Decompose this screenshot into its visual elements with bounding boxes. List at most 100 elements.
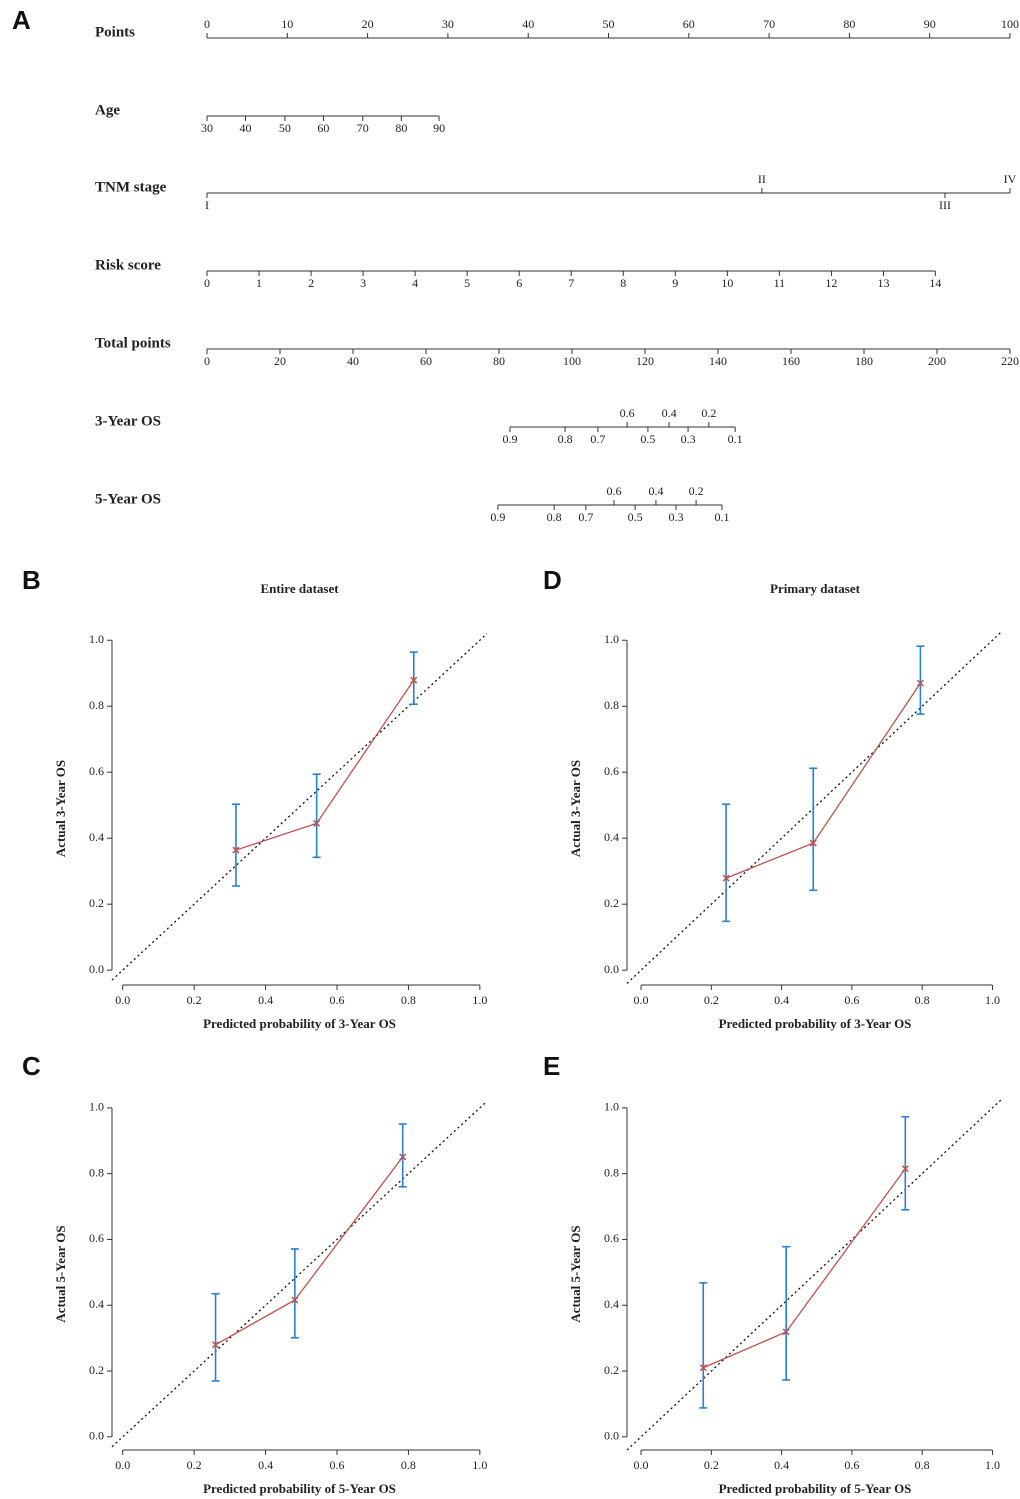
tick-label: 200 (928, 354, 946, 368)
y-tick-label: 0.0 (89, 1429, 104, 1443)
x-axis-label: Predicted probability of 3-Year OS (719, 1016, 912, 1031)
x-axis-label: Predicted probability of 5-Year OS (203, 1481, 396, 1496)
tick-label: 80 (395, 121, 407, 135)
y-tick-label: 1.0 (604, 1100, 619, 1114)
reference-diagonal (111, 1100, 488, 1448)
chart-title: Primary dataset (770, 581, 861, 596)
tick-label: 0.7 (578, 510, 593, 524)
y-tick-label: 1.0 (89, 632, 104, 646)
tick-label: 6 (516, 276, 522, 290)
x-tick-label: 0.4 (258, 1458, 273, 1472)
tick-label: 70 (357, 121, 369, 135)
tick-label: 13 (877, 276, 889, 290)
tick-label: 14 (929, 276, 941, 290)
panel-label: B (22, 565, 41, 595)
row-name: 5-Year OS (95, 491, 161, 507)
point-marker (722, 874, 730, 882)
y-tick-label: 0.4 (604, 1297, 619, 1311)
tick-label: 0.3 (669, 510, 684, 524)
y-tick-label: 0.6 (604, 1231, 619, 1245)
x-tick-label: 0.4 (774, 1458, 789, 1472)
tick-label: 50 (603, 17, 615, 31)
x-tick-label: 0.2 (704, 993, 719, 1007)
tick-label: 100 (563, 354, 581, 368)
y-axis-label: Actual 5-Year OS (53, 1225, 68, 1322)
y-tick-label: 0.2 (89, 896, 104, 910)
x-tick-label: 1.0 (472, 993, 487, 1007)
calibration-line (702, 1168, 906, 1369)
x-tick-label: 0.2 (704, 1458, 719, 1472)
y-tick-label: 0.0 (604, 962, 619, 976)
tick-label: 0.3 (681, 432, 696, 446)
calibration-line (725, 682, 921, 879)
tick-label: 0.4 (648, 484, 663, 498)
tick-label: 1 (256, 276, 262, 290)
tick-label: 90 (433, 121, 445, 135)
y-tick-label: 0.8 (89, 1165, 104, 1179)
point-marker (916, 679, 924, 687)
reference-diagonal (111, 633, 488, 981)
tick-label: 4 (412, 276, 418, 290)
tick-label: 8 (620, 276, 626, 290)
tick-label: 30 (201, 121, 213, 135)
tick-label: I (205, 198, 209, 212)
tick-label: 0 (204, 276, 210, 290)
tick-label: II (758, 172, 766, 186)
point-marker (399, 1153, 407, 1161)
x-tick-label: 0.6 (330, 993, 345, 1007)
x-tick-label: 0.8 (915, 1458, 930, 1472)
x-tick-label: 0.8 (915, 993, 930, 1007)
x-axis-label: Predicted probability of 5-Year OS (719, 1481, 912, 1496)
tick-label: 3 (360, 276, 366, 290)
tick-label: 7 (568, 276, 574, 290)
x-tick-label: 0.4 (258, 993, 273, 1007)
tick-label: 40 (240, 121, 252, 135)
tick-label: 0 (204, 17, 210, 31)
point-marker (809, 839, 817, 847)
row-name: Age (95, 102, 120, 118)
y-axis-label: Actual 3-Year OS (53, 760, 68, 857)
tick-label: 30 (442, 17, 454, 31)
x-tick-label: 0.6 (844, 993, 859, 1007)
x-tick-label: 0.0 (115, 993, 130, 1007)
tick-label: 100 (1001, 17, 1019, 31)
tick-label: 180 (855, 354, 873, 368)
x-tick-label: 0.0 (634, 1458, 649, 1472)
point-marker (410, 676, 418, 684)
tick-label: 0.1 (728, 432, 743, 446)
tick-label: 2 (308, 276, 314, 290)
y-tick-label: 0.2 (89, 1363, 104, 1377)
tick-label: 20 (274, 354, 286, 368)
y-tick-label: 0.0 (604, 1429, 619, 1443)
x-tick-label: 0.2 (187, 1458, 202, 1472)
y-tick-label: 0.6 (89, 1231, 104, 1245)
tick-label: 10 (281, 17, 293, 31)
tick-label: 0.1 (715, 510, 730, 524)
tick-label: 0.5 (628, 510, 643, 524)
y-tick-label: 0.4 (89, 830, 104, 844)
panel-label: C (22, 1051, 41, 1081)
tick-label: 220 (1001, 354, 1019, 368)
point-marker (232, 846, 240, 854)
tick-label: 0.5 (640, 432, 655, 446)
reference-diagonal (626, 1097, 1004, 1451)
point-marker (699, 1364, 707, 1372)
row-name: Risk score (95, 257, 161, 273)
x-tick-label: 1.0 (985, 1458, 1000, 1472)
tick-label: 20 (362, 17, 374, 31)
x-tick-label: 1.0 (472, 1458, 487, 1472)
tick-label: 60 (683, 17, 695, 31)
row-name: 3-Year OS (95, 413, 161, 429)
tick-label: 0.8 (558, 432, 573, 446)
x-tick-label: 0.0 (634, 993, 649, 1007)
y-tick-label: 0.8 (604, 698, 619, 712)
tick-label: 10 (721, 276, 733, 290)
chart-title: Entire dataset (260, 581, 339, 596)
row-name: TNM stage (95, 179, 167, 195)
tick-label: 0.2 (689, 484, 704, 498)
y-tick-label: 0.2 (604, 896, 619, 910)
tick-label: 0.6 (606, 484, 621, 498)
tick-label: 40 (522, 17, 534, 31)
y-axis-label: Actual 3-Year OS (568, 760, 583, 857)
